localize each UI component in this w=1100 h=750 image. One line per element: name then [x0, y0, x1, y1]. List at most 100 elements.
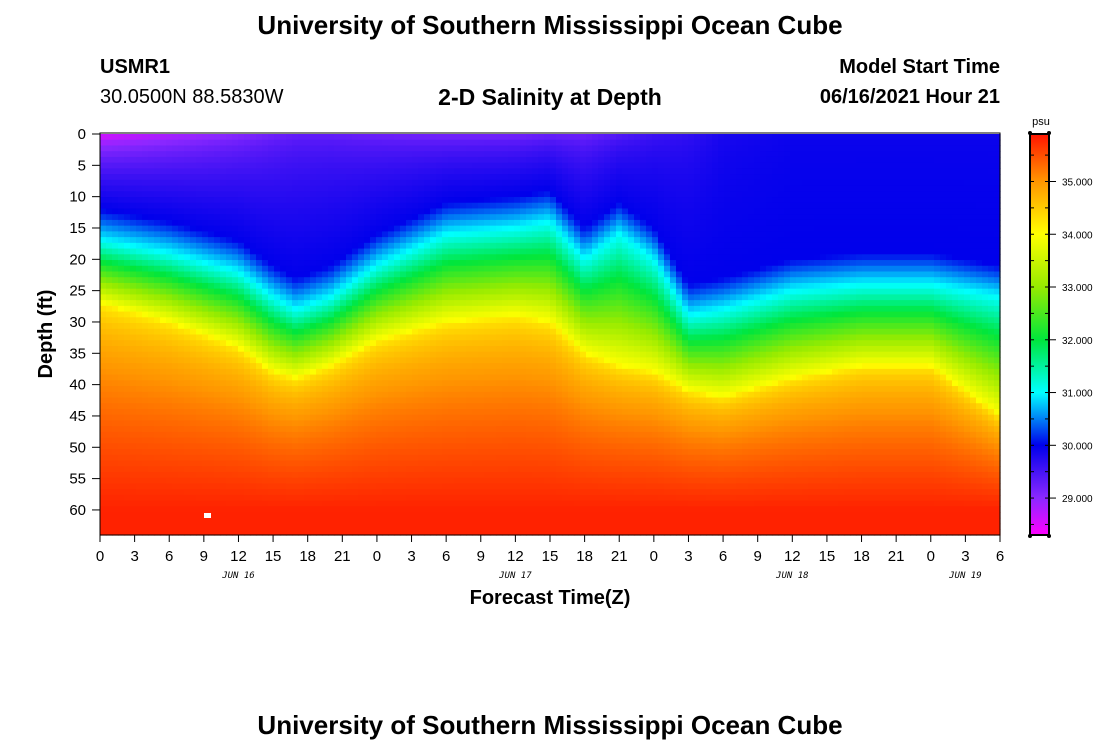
- heatmap-cell: [184, 271, 191, 278]
- heatmap-cell: [508, 231, 515, 238]
- heatmap-cell: [220, 397, 227, 404]
- heatmap-cell: [472, 471, 479, 479]
- heatmap-cell: [100, 506, 107, 513]
- heatmap-cell: [148, 363, 155, 370]
- heatmap-cell: [520, 254, 527, 261]
- heatmap-cell: [490, 185, 497, 192]
- heatmap-cell: [334, 282, 341, 290]
- heatmap-cell: [496, 197, 503, 204]
- heatmap-cell: [142, 300, 149, 307]
- heatmap-cell: [232, 345, 239, 353]
- heatmap-cell: [352, 414, 359, 422]
- heatmap-cell: [424, 237, 431, 244]
- heatmap-cell: [238, 380, 245, 387]
- heatmap-cell: [274, 197, 281, 204]
- heatmap-cell: [436, 265, 443, 273]
- heatmap-cell: [274, 374, 281, 381]
- heatmap-cell: [442, 311, 449, 318]
- heatmap-cell: [496, 380, 503, 387]
- heatmap-cell: [328, 517, 335, 525]
- heatmap-cell: [484, 225, 491, 232]
- heatmap-cell: [436, 254, 443, 261]
- heatmap-cell: [382, 408, 389, 416]
- heatmap-cell: [352, 305, 359, 313]
- heatmap-cell: [484, 437, 491, 444]
- heatmap-cell: [502, 294, 509, 301]
- heatmap-cell: [148, 282, 155, 290]
- heatmap-cell: [484, 357, 491, 364]
- heatmap-cell: [184, 506, 191, 513]
- heatmap-cell: [436, 386, 443, 393]
- heatmap-cell: [454, 139, 461, 147]
- heatmap-cell: [274, 248, 281, 255]
- heatmap-cell: [244, 523, 251, 530]
- heatmap-cell: [148, 145, 155, 152]
- heatmap-cell: [106, 323, 113, 330]
- heatmap-cell: [286, 414, 293, 422]
- heatmap-cell: [130, 466, 137, 473]
- heatmap-cell: [472, 414, 479, 422]
- heatmap-cell: [514, 494, 521, 502]
- heatmap-cell: [118, 265, 125, 273]
- heatmap-cell: [508, 225, 515, 232]
- heatmap-cell: [250, 380, 257, 387]
- heatmap-cell: [340, 174, 347, 181]
- heatmap-cell: [160, 408, 167, 416]
- heatmap-cell: [136, 214, 143, 221]
- heatmap-cell: [376, 500, 383, 507]
- heatmap-cell: [448, 500, 455, 507]
- heatmap-cell: [346, 357, 353, 364]
- heatmap-cell: [322, 351, 329, 359]
- heatmap-cell: [160, 168, 167, 175]
- heatmap-cell: [484, 460, 491, 467]
- heatmap-cell: [136, 380, 143, 387]
- heatmap-cell: [316, 242, 323, 250]
- heatmap-cell: [106, 471, 113, 479]
- heatmap-cell: [478, 380, 485, 387]
- heatmap-cell: [184, 139, 191, 147]
- heatmap-cell: [256, 156, 263, 164]
- heatmap-cell: [340, 219, 347, 227]
- heatmap-cell: [160, 414, 167, 422]
- heatmap-cell: [274, 500, 281, 507]
- heatmap-cell: [406, 197, 413, 204]
- heatmap-cell: [136, 179, 143, 187]
- heatmap-cell: [424, 374, 431, 381]
- heatmap-cell: [370, 489, 377, 496]
- heatmap-cell: [268, 351, 275, 359]
- heatmap-cell: [454, 374, 461, 381]
- heatmap-cell: [292, 225, 299, 232]
- heatmap-cell: [286, 357, 293, 364]
- heatmap-cell: [346, 477, 353, 485]
- heatmap-cell: [160, 334, 167, 341]
- heatmap-cell: [220, 151, 227, 158]
- heatmap-cell: [436, 334, 443, 341]
- heatmap-cell: [370, 529, 377, 536]
- heatmap-cell: [418, 477, 425, 485]
- heatmap-cell: [466, 168, 473, 175]
- heatmap-cell: [250, 300, 257, 307]
- heatmap-cell: [334, 414, 341, 422]
- heatmap-cell: [310, 145, 317, 152]
- heatmap-cell: [334, 368, 341, 376]
- heatmap-cell: [202, 328, 209, 336]
- heatmap-cell: [418, 168, 425, 175]
- heatmap-cell: [226, 214, 233, 221]
- heatmap-cell: [406, 145, 413, 152]
- heatmap-cell: [394, 460, 401, 467]
- heatmap-cell: [202, 179, 209, 187]
- heatmap-cell: [448, 134, 455, 141]
- heatmap-cell: [490, 317, 497, 324]
- heatmap-cell: [370, 277, 377, 284]
- heatmap-cell: [400, 208, 407, 215]
- heatmap-cell: [502, 437, 509, 444]
- heatmap-cell: [262, 300, 269, 307]
- heatmap-cell: [406, 408, 413, 416]
- heatmap-cell: [292, 311, 299, 318]
- heatmap-cell: [382, 168, 389, 175]
- heatmap-cell: [394, 512, 401, 519]
- heatmap-cell: [298, 391, 305, 399]
- heatmap-cell: [388, 340, 395, 347]
- heatmap-cell: [328, 414, 335, 422]
- heatmap-cell: [148, 294, 155, 301]
